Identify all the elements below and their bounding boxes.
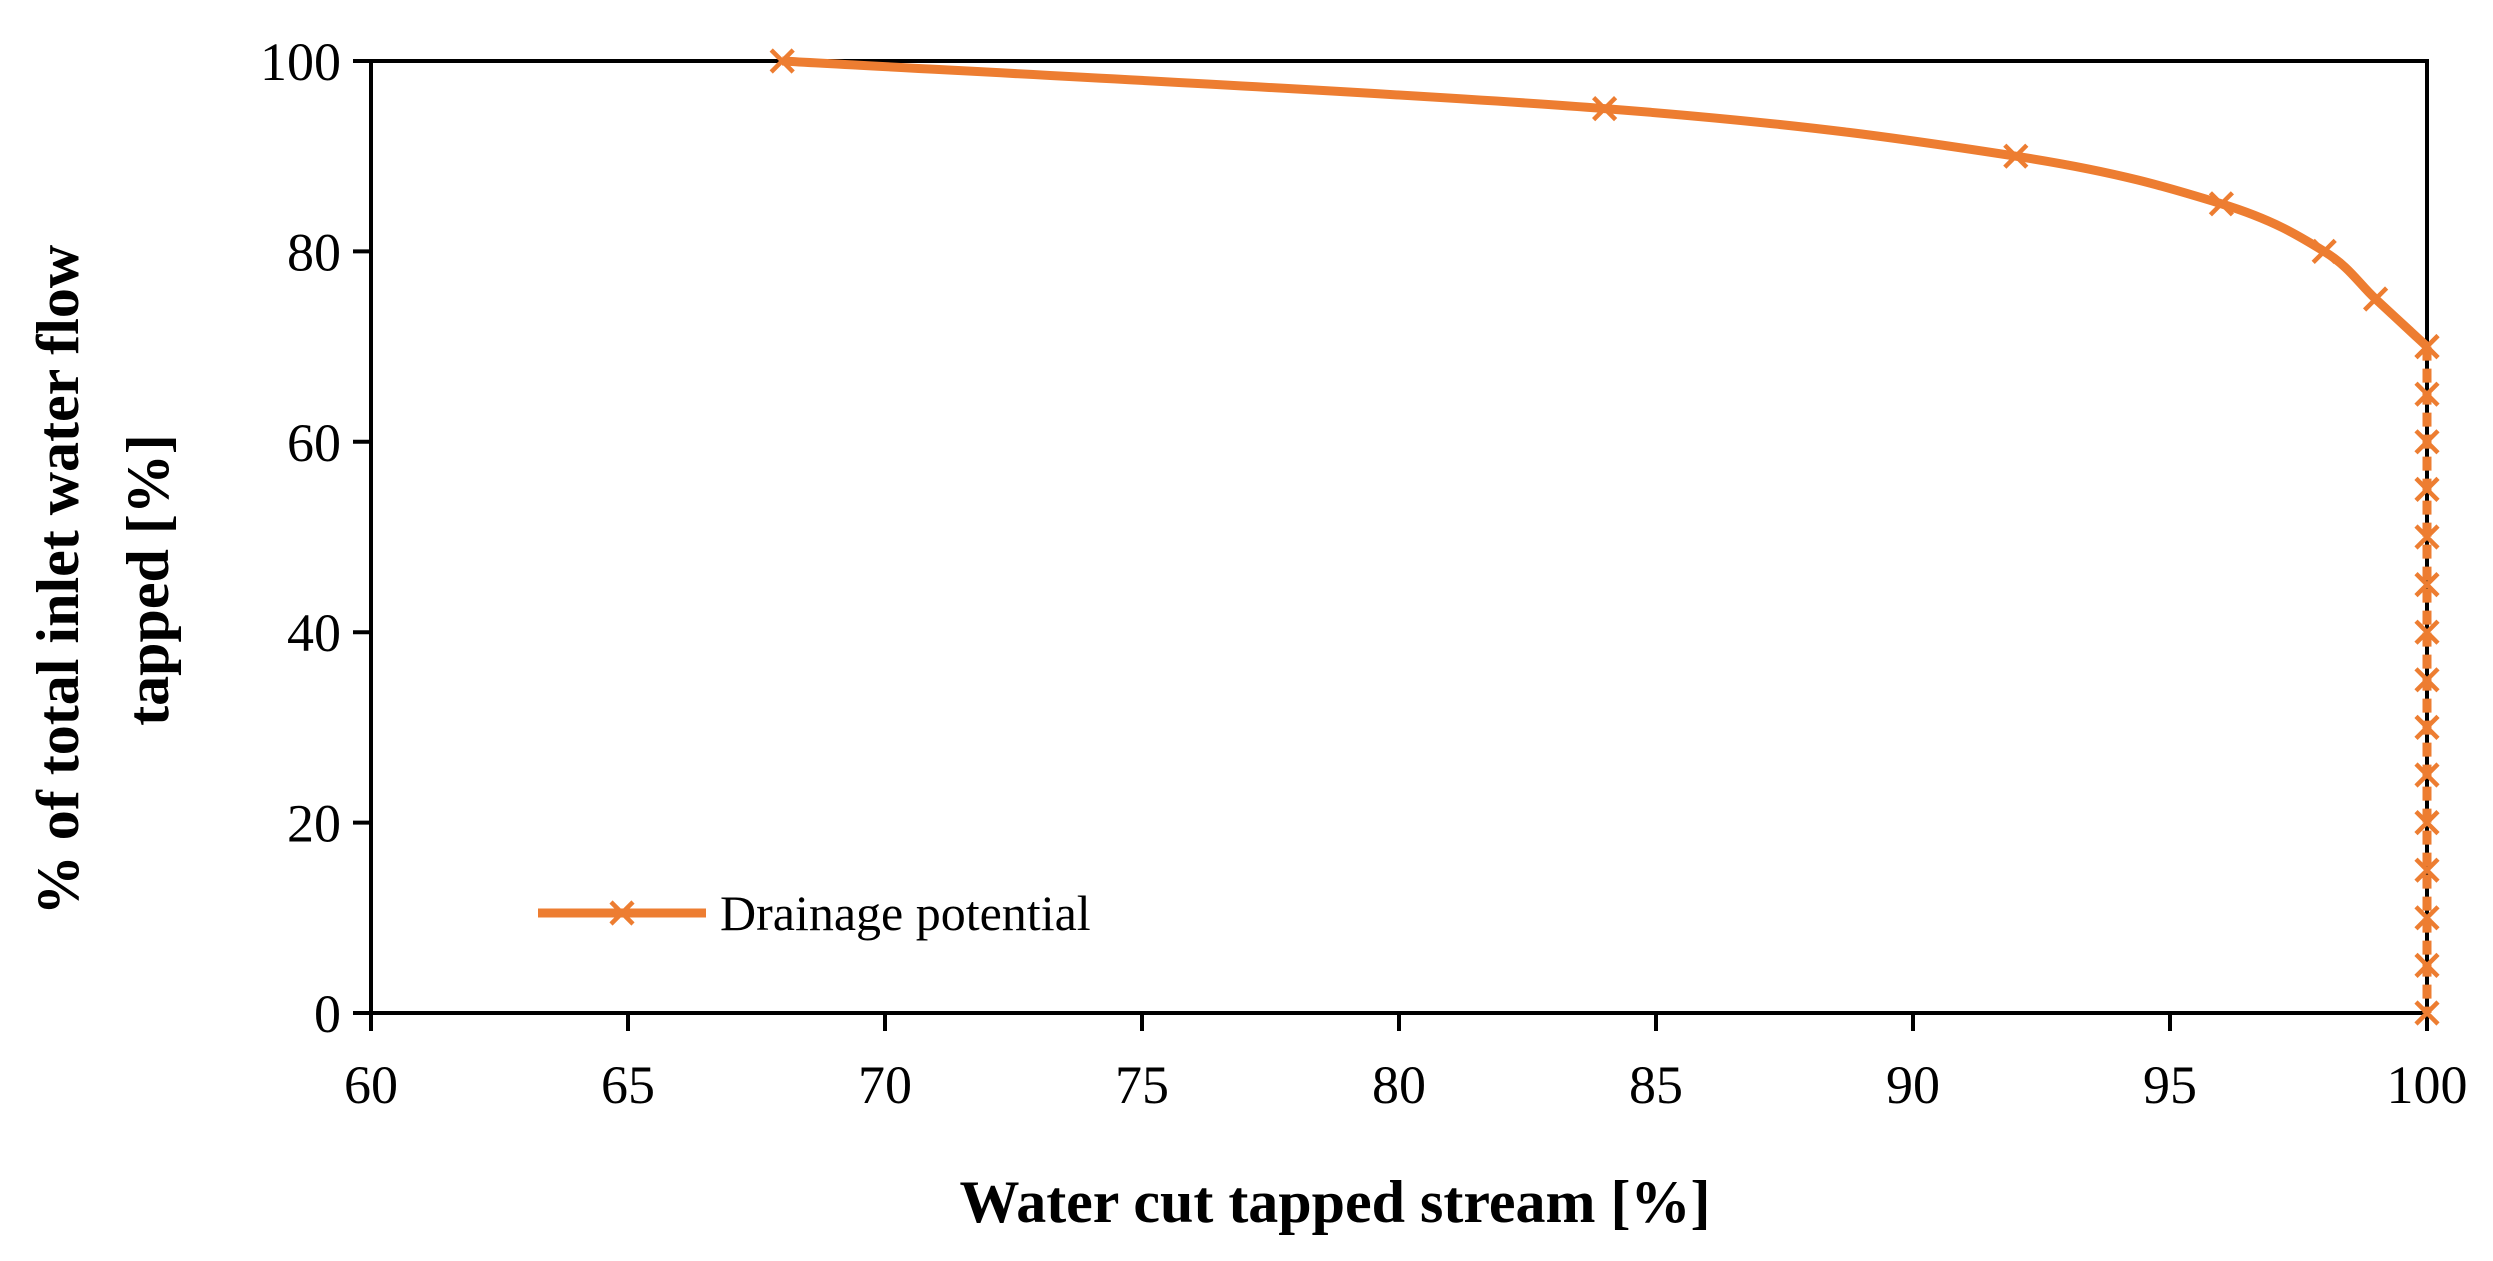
y-tick-label-40: 40 [287, 603, 341, 663]
legend-marker-x [609, 900, 635, 926]
y-tick-label-20: 20 [287, 794, 341, 854]
y-tick-label-100: 100 [260, 32, 341, 92]
legend: Drainage potential [538, 885, 1091, 941]
data-point-92-90 [2003, 143, 2029, 169]
x-tick-label-95: 95 [2143, 1055, 2197, 1115]
data-point-100-50 [2414, 524, 2440, 550]
data-point-68-100 [769, 48, 795, 74]
x-tick-label-75: 75 [1115, 1055, 1169, 1115]
x-tick-label-100: 100 [2387, 1055, 2468, 1115]
data-point-100-65 [2414, 381, 2440, 407]
y-axis-title-line-2: tapped [%] [115, 434, 181, 726]
y-axis-title: % of total inlet water flow tapped [%] [25, 244, 181, 915]
legend-label-drainage-potential: Drainage potential [720, 885, 1091, 941]
data-point-100-55 [2414, 476, 2440, 502]
y-tick-label-60: 60 [287, 413, 341, 473]
x-tick-label-60: 60 [344, 1055, 398, 1115]
y-axis-title-line-1: % of total inlet water flow [25, 244, 91, 915]
data-point-100-5 [2414, 952, 2440, 978]
data-point-99-75 [2363, 286, 2389, 312]
data-point-100-30 [2414, 714, 2440, 740]
legend-marker [609, 900, 635, 926]
data-point-100-0 [2414, 1000, 2440, 1026]
data-point-96-85 [2208, 191, 2234, 217]
y-tick-labels: 0 20 40 60 80 100 [260, 32, 341, 1044]
data-point-84-95 [1592, 96, 1618, 122]
y-tick-label-80: 80 [287, 222, 341, 282]
x-tick-label-85: 85 [1629, 1055, 1683, 1115]
x-tick-label-80: 80 [1372, 1055, 1426, 1115]
data-point-100-20 [2414, 810, 2440, 836]
x-tick-labels: 60 65 70 75 80 85 90 95 100 [344, 1055, 2468, 1115]
x-tick-label-65: 65 [601, 1055, 655, 1115]
data-point-100-40 [2414, 619, 2440, 645]
data-point-100-15 [2414, 857, 2440, 883]
data-point-100-25 [2414, 762, 2440, 788]
series-drainage-potential [769, 48, 2440, 1026]
x-tick-label-70: 70 [858, 1055, 912, 1115]
y-tick-label-0: 0 [314, 984, 341, 1044]
data-point-98-80 [2311, 238, 2337, 264]
data-point-100-60 [2414, 429, 2440, 455]
data-point-100-70 [2414, 334, 2440, 360]
data-point-100-45 [2414, 572, 2440, 598]
data-point-100-35 [2414, 667, 2440, 693]
data-point-100-10 [2414, 905, 2440, 931]
x-axis-title: Water cut tapped stream [%] [960, 1169, 1711, 1235]
x-tick-label-90: 90 [1886, 1055, 1940, 1115]
